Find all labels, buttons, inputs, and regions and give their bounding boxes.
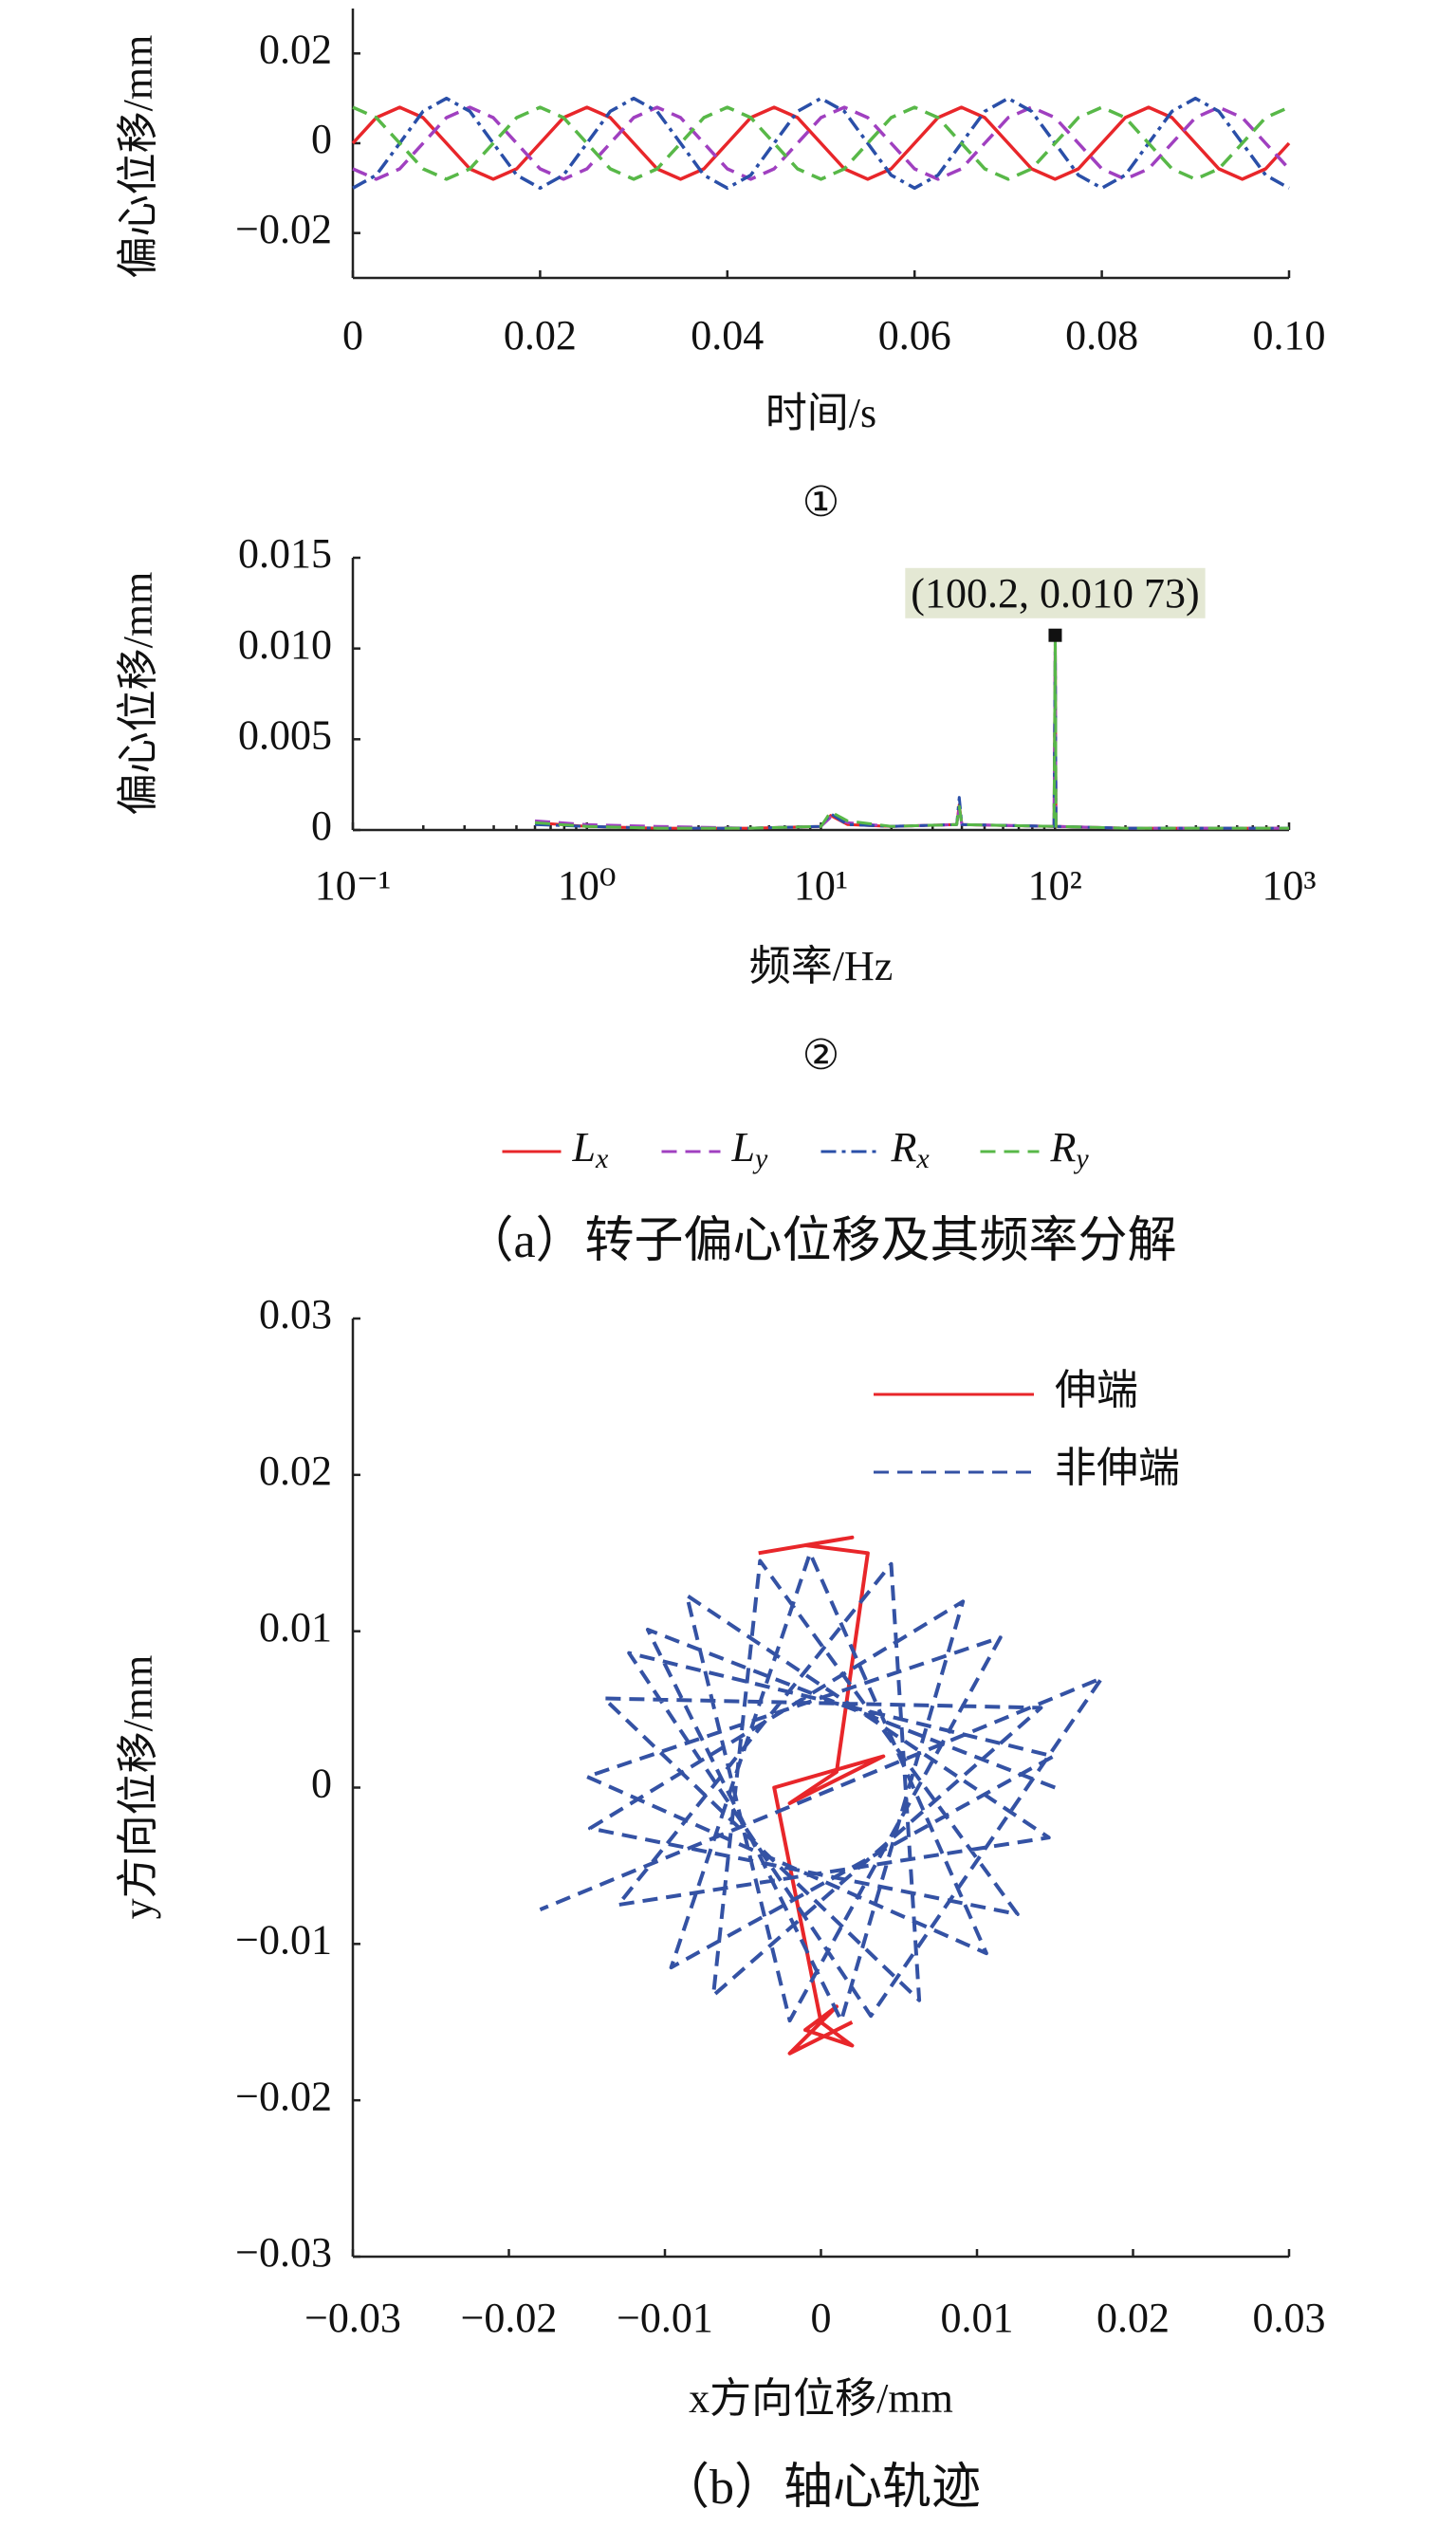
annotation-box — [905, 567, 1206, 618]
legend-label: Ly — [731, 1124, 768, 1174]
y-tick-label: 0.005 — [238, 711, 332, 758]
y-tick-label: 0 — [311, 116, 332, 162]
y-tick-label: 0.03 — [259, 1291, 332, 1337]
x-tick-label: 0.01 — [941, 2295, 1014, 2341]
x-tick-label: 0 — [811, 2295, 832, 2341]
x-tick-label: −0.03 — [304, 2295, 401, 2341]
x-tick-label: 0 — [342, 312, 363, 359]
figure-caption: （b）轴心轨迹 — [660, 2461, 981, 2515]
y-tick-label: 0 — [311, 1761, 332, 1807]
y-axis-label: 偏心位移/mm — [115, 35, 161, 279]
y-tick-label: 0 — [311, 802, 332, 849]
series-line — [539, 1551, 1104, 2023]
series-line — [352, 105, 1290, 181]
legend-label: 非伸端 — [1055, 1445, 1180, 1491]
series-line — [534, 636, 1289, 830]
x-tick-label: −0.02 — [461, 2295, 558, 2341]
y-tick-label: 0.010 — [238, 621, 332, 668]
series-line — [534, 639, 1289, 830]
y-tick-label: 0.01 — [259, 1604, 332, 1651]
x-tick-label: 0.02 — [1097, 2295, 1170, 2341]
x-tick-label: 0.10 — [1253, 312, 1326, 359]
legend-label: Rx — [891, 1124, 931, 1174]
y-tick-label: 0.02 — [259, 1448, 332, 1494]
y-tick-label: −0.02 — [235, 206, 332, 252]
x-tick-label: 10⁰ — [558, 862, 617, 909]
x-tick-label: 0.06 — [878, 312, 951, 359]
series-line — [534, 634, 1289, 830]
series-line — [352, 96, 1290, 191]
y-tick-label: 0.02 — [259, 26, 332, 72]
legend-label: 伸端 — [1055, 1367, 1138, 1413]
x-axis-label: x方向位移/mm — [689, 2375, 953, 2422]
x-axis-label: 时间/s — [765, 390, 876, 436]
series-line — [352, 105, 1291, 181]
x-tick-label: 10¹ — [794, 862, 848, 909]
x-tick-label: 10⁻¹ — [315, 862, 391, 909]
y-tick-label: 0.015 — [238, 530, 332, 577]
chart-caption: ② — [802, 1032, 839, 1079]
annotation-marker — [1048, 628, 1062, 642]
y-tick-label: −0.03 — [235, 2229, 332, 2276]
x-tick-label: 10³ — [1262, 862, 1316, 909]
series-line — [351, 105, 1291, 181]
figure-caption: （a）转子偏心位移及其频率分解 — [464, 1214, 1176, 1268]
legend-label: Ry — [1050, 1124, 1090, 1174]
x-tick-label: 0.04 — [691, 312, 764, 359]
x-tick-label: 0.08 — [1065, 312, 1138, 359]
x-tick-label: 0.02 — [504, 312, 577, 359]
x-tick-label: 10² — [1028, 862, 1082, 909]
legend-label: Lx — [572, 1124, 609, 1174]
series-line — [534, 637, 1289, 830]
y-tick-label: −0.01 — [235, 1916, 332, 1963]
x-tick-label: 0.03 — [1253, 2295, 1326, 2341]
chart-caption: ① — [802, 479, 839, 526]
annotation-label: (100.2, 0.010 73) — [911, 570, 1199, 617]
y-axis-label: 偏心位移/mm — [115, 572, 161, 816]
x-tick-label: −0.01 — [617, 2295, 713, 2341]
y-tick-label: −0.02 — [235, 2073, 332, 2119]
series-line — [758, 1535, 886, 2056]
x-axis-label: 频率/Hz — [749, 943, 894, 989]
y-axis-label: y方向位移/mm — [115, 1655, 161, 1920]
